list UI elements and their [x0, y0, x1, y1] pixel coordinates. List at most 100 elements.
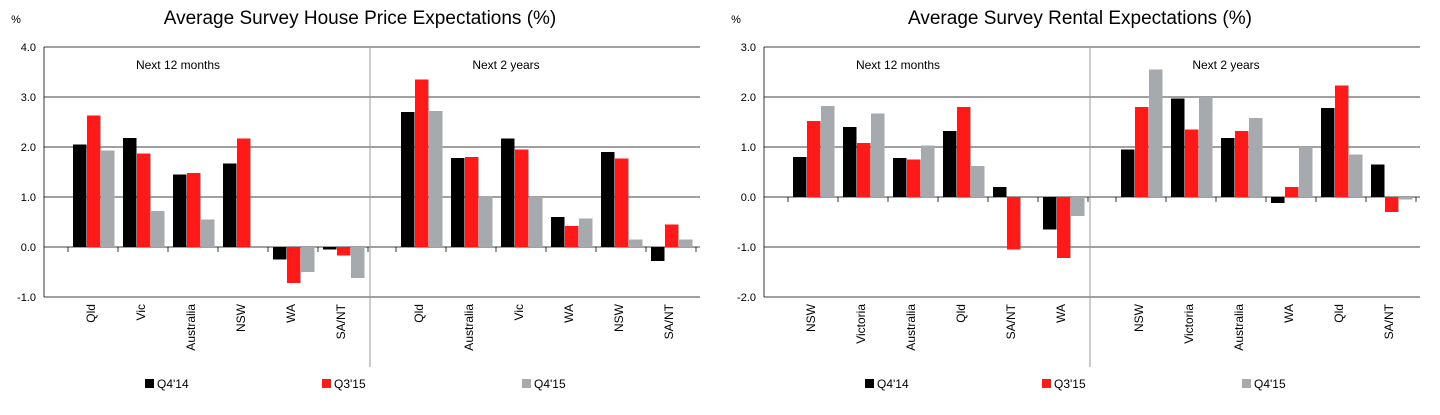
- bar-q315: [1057, 197, 1071, 258]
- category-label: NSW: [804, 303, 818, 332]
- category-label: WA: [1054, 304, 1068, 323]
- bar-q415: [971, 166, 985, 197]
- y-tick-label: 3.0: [741, 42, 756, 54]
- bar-q415: [1299, 147, 1313, 197]
- bar-q315: [907, 159, 921, 197]
- bar-q414: [173, 174, 187, 247]
- bar-q415: [1149, 69, 1163, 197]
- bar-q414: [73, 144, 87, 247]
- bar-q315: [187, 173, 201, 247]
- y-tick-label: 2.0: [741, 92, 756, 104]
- bar-q315: [87, 115, 101, 247]
- bar-q315: [515, 149, 529, 247]
- bar-q414: [223, 163, 237, 247]
- category-label: Australia: [462, 304, 476, 351]
- y-tick-label: 0.0: [741, 192, 756, 204]
- bar-q315: [857, 143, 871, 197]
- category-label: SA/NT: [1004, 303, 1018, 339]
- panel-label: Next 12 months: [856, 58, 940, 72]
- category-label: Australia: [1232, 304, 1246, 351]
- bar-q414: [401, 112, 415, 247]
- bar-q315: [565, 226, 579, 247]
- bar-q315: [237, 138, 251, 247]
- bar-q415: [629, 239, 643, 247]
- bar-q414: [123, 138, 137, 247]
- y-tick-label: -1.0: [737, 242, 756, 254]
- bar-q315: [465, 157, 479, 247]
- bar-q415: [921, 145, 935, 197]
- legend-swatch: [865, 379, 874, 388]
- category-label: WA: [562, 304, 576, 323]
- legend-label: Q3'15: [1054, 377, 1086, 391]
- chart-title: Average Survey House Price Expectations …: [164, 8, 557, 29]
- bar-q414: [501, 138, 515, 247]
- bar-q414: [323, 247, 337, 250]
- legend-label: Q4'15: [534, 377, 566, 391]
- bar-q414: [843, 127, 857, 197]
- bar-q415: [201, 219, 215, 247]
- bar-q315: [1185, 129, 1199, 197]
- bar-q414: [601, 152, 615, 247]
- bar-q315: [415, 79, 429, 247]
- legend-label: Q4'14: [877, 377, 909, 391]
- legend-label: Q4'14: [157, 377, 189, 391]
- legend-swatch: [322, 379, 331, 388]
- category-label: Vic: [134, 304, 148, 320]
- y-tick-label: -2.0: [737, 292, 756, 304]
- bar-q315: [1007, 197, 1021, 250]
- y-tick-label: 1.0: [741, 142, 756, 154]
- bar-q415: [1399, 197, 1413, 200]
- y-tick-label: 4.0: [21, 42, 36, 54]
- bar-q415: [579, 218, 593, 247]
- category-label: Victoria: [854, 304, 868, 344]
- category-label: Qld: [412, 304, 426, 323]
- legend-label: Q3'15: [334, 377, 366, 391]
- bar-q415: [1199, 97, 1213, 197]
- bar-q415: [1071, 197, 1085, 216]
- bar-q414: [551, 217, 565, 247]
- bar-q415: [1349, 154, 1363, 197]
- bar-q414: [1171, 98, 1185, 197]
- house-price-chart: Average Survey House Price Expectations …: [11, 8, 700, 391]
- legend-swatch: [1242, 379, 1251, 388]
- bar-q415: [301, 247, 315, 272]
- bar-q315: [1385, 197, 1399, 212]
- bar-q414: [893, 158, 907, 197]
- legend-label: Q4'15: [1254, 377, 1286, 391]
- bar-q415: [821, 106, 835, 197]
- bar-q315: [807, 121, 821, 197]
- category-label: Australia: [184, 304, 198, 351]
- bar-q315: [1235, 131, 1249, 197]
- bar-q414: [943, 131, 957, 197]
- legend-swatch: [1042, 379, 1051, 388]
- bar-q415: [479, 196, 493, 247]
- bar-q315: [337, 247, 351, 256]
- panel-label: Next 2 years: [1192, 58, 1259, 72]
- category-label: SA/NT: [334, 303, 348, 339]
- category-label: SA/NT: [1382, 303, 1396, 339]
- bar-q415: [529, 197, 543, 247]
- bar-q415: [679, 239, 693, 247]
- bar-q415: [429, 111, 443, 247]
- y-tick-label: -1.0: [17, 292, 36, 304]
- rental-chart: Average Survey Rental Expectations (%)% 3…: [731, 8, 1420, 391]
- y-unit-label: %: [731, 14, 741, 26]
- bar-q315: [615, 158, 629, 247]
- bar-q414: [993, 187, 1007, 197]
- bar-q315: [1335, 85, 1349, 197]
- category-label: WA: [1282, 304, 1296, 323]
- bar-q315: [287, 247, 301, 283]
- bar-q414: [1321, 108, 1335, 197]
- y-tick-label: 0.0: [21, 242, 36, 254]
- panel-label: Next 12 months: [136, 58, 220, 72]
- bar-q315: [665, 224, 679, 247]
- bar-q315: [957, 107, 971, 197]
- category-label: Victoria: [1182, 304, 1196, 344]
- bar-q415: [871, 113, 885, 197]
- category-label: Qld: [84, 304, 98, 323]
- category-label: WA: [284, 304, 298, 323]
- bar-q414: [1371, 164, 1385, 197]
- bar-q414: [1271, 197, 1285, 203]
- y-unit-label: %: [11, 14, 21, 26]
- category-label: Qld: [1332, 304, 1346, 323]
